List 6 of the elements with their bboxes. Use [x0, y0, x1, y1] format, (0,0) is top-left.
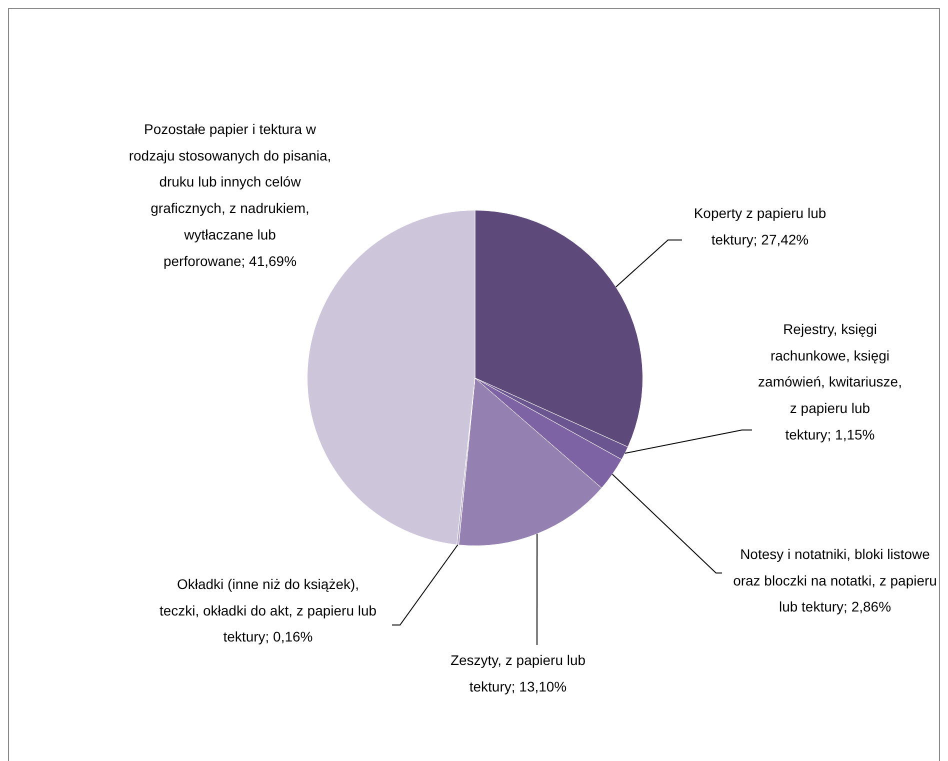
slice-label: Koperty z papieru lub tektury; 27,42%: [694, 204, 826, 248]
slice-label: Notesy i notatniki, bloki listowe oraz bloczki na notatki, z papieru lub tektury; 2,86%: [733, 546, 937, 615]
slice-label: Rejestry, księgi rachunkowe, księgi zamówień, kwitariusze, z papieru lub tektury; 1,15%: [758, 320, 902, 442]
slice-label: Pozostałe papier i tektura w rodzaju stosowanych do pisania, druku lub innych celów graficznych, z nadrukiem, wytłaczane lub perforowane; 41,69%: [128, 120, 332, 269]
slice-label: Zeszyty, z papieru lub tektury; 13,10%: [450, 652, 586, 694]
slice-label: Okładki (inne niż do książek), teczki, okładki do akt, z papieru lub tektury; 0,16%: [159, 576, 377, 645]
